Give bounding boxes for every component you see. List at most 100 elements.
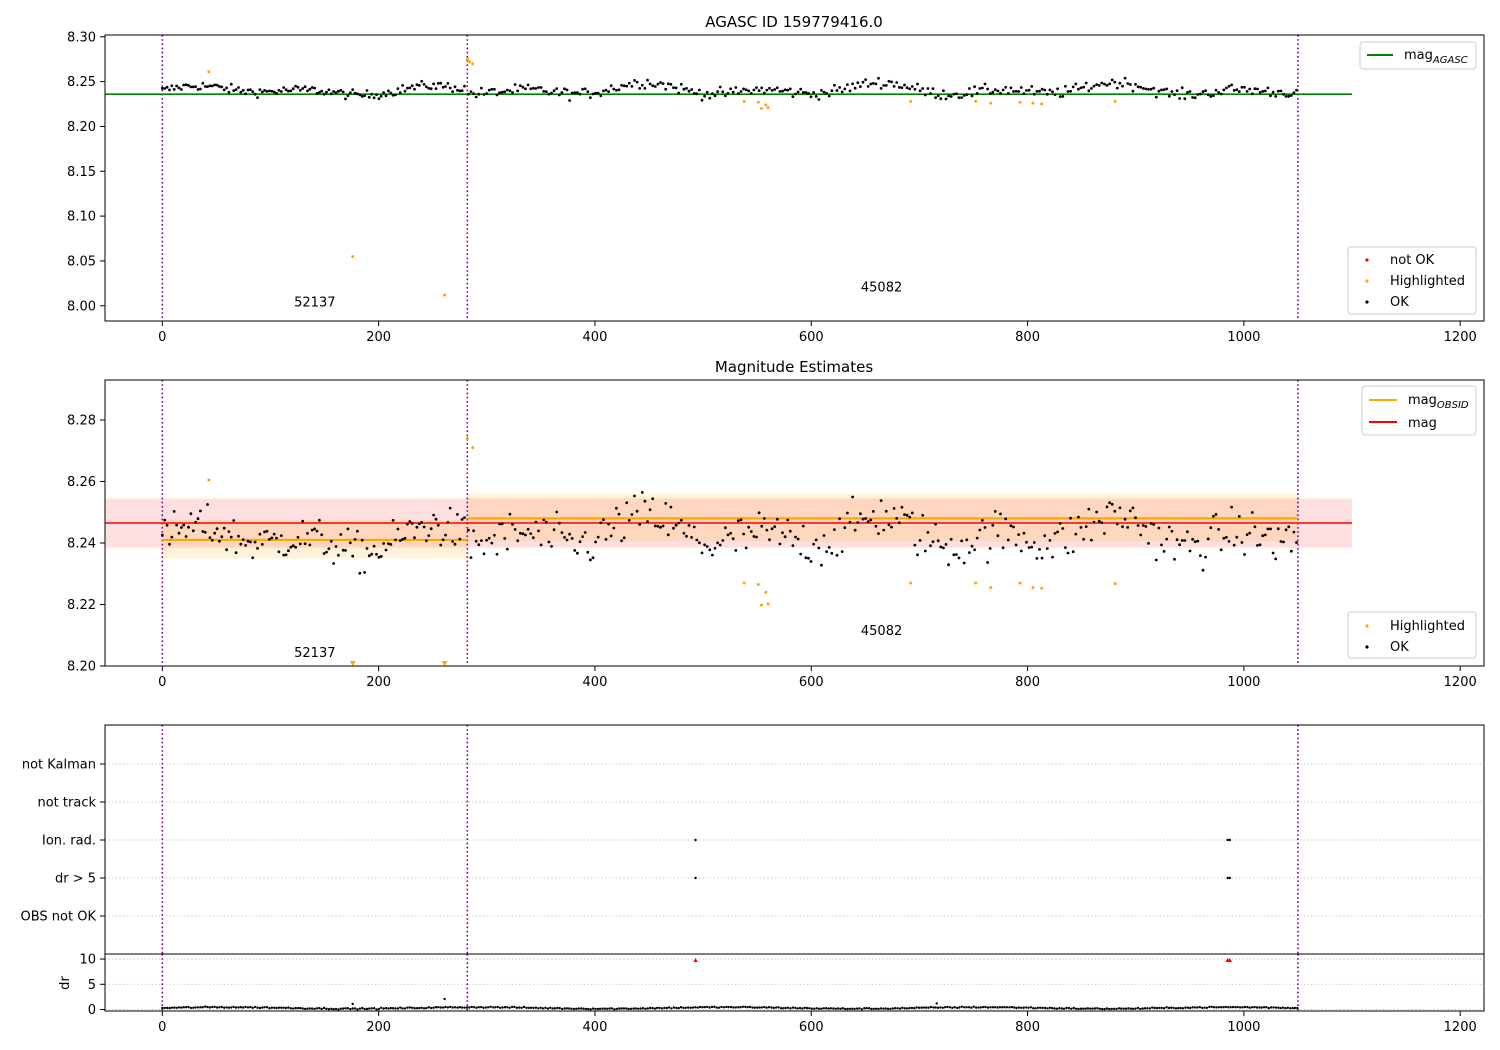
x-tick-label: 600 — [799, 1020, 824, 1035]
dr-point — [910, 1006, 914, 1010]
dr-point — [1146, 1007, 1149, 1010]
dr-point — [1165, 1006, 1168, 1009]
dr-point — [349, 1007, 352, 1011]
highlighted-point — [1040, 102, 1044, 106]
ok-point — [1245, 533, 1249, 536]
ok-point — [232, 89, 236, 92]
dr-point — [1155, 1006, 1159, 1010]
x-tick-label: 0 — [158, 1020, 166, 1035]
ok-point — [762, 517, 766, 520]
ok-point — [1014, 543, 1018, 547]
dr-point — [223, 1006, 226, 1009]
ok-point — [1279, 89, 1283, 93]
dr-point — [815, 1007, 818, 1010]
dr-point — [1046, 1007, 1049, 1010]
ok-point — [1043, 88, 1047, 92]
x-tick-label: 800 — [1015, 330, 1040, 345]
ok-point — [531, 536, 535, 540]
legend-not-ok-marker — [1365, 258, 1369, 262]
ok-point — [840, 550, 844, 553]
ok-point — [685, 87, 688, 90]
legend-highlighted-label: Highlighted — [1390, 619, 1465, 634]
ok-point — [695, 538, 699, 542]
ok-point — [550, 91, 553, 95]
ok-point — [1123, 76, 1127, 80]
legend-ok-marker — [1365, 300, 1369, 304]
y-tick-label: 8.24 — [67, 536, 96, 551]
ok-point — [1162, 550, 1166, 553]
ok-point — [921, 87, 925, 90]
dr-point — [189, 1006, 193, 1010]
dr-point — [361, 1006, 364, 1010]
ok-point — [1012, 90, 1015, 93]
ok-point — [249, 88, 252, 91]
ok-point — [833, 528, 836, 531]
dr-point — [1258, 1006, 1261, 1009]
dr-point — [422, 1007, 426, 1010]
ok-point — [1230, 505, 1233, 509]
ok-point — [1258, 543, 1262, 547]
ok-point — [934, 96, 937, 99]
dr-point — [644, 1007, 647, 1010]
ok-point — [583, 531, 587, 534]
dr-point — [475, 1006, 478, 1009]
ok-point — [962, 561, 966, 565]
dr-point — [777, 1006, 780, 1009]
ok-point — [661, 82, 665, 85]
ok-point — [760, 86, 764, 90]
ok-point — [801, 524, 805, 528]
dr-point — [877, 1007, 880, 1011]
ok-point — [957, 556, 961, 560]
dr-point — [246, 1006, 250, 1009]
ok-point — [859, 512, 862, 516]
dr-point — [1241, 1006, 1244, 1009]
flag-point — [694, 838, 697, 842]
ok-point — [415, 525, 419, 529]
dr-point — [1096, 1007, 1099, 1010]
ok-point — [332, 90, 335, 93]
ok-point — [1118, 81, 1122, 85]
ok-point — [599, 94, 603, 98]
dr-point — [694, 1006, 697, 1009]
dr-point — [234, 1006, 238, 1009]
ok-point — [210, 538, 214, 542]
obs-id-label: 52137 — [294, 646, 335, 661]
dr-point — [706, 1005, 709, 1009]
ok-point — [957, 96, 961, 99]
ok-point — [294, 84, 297, 88]
ok-point — [869, 518, 873, 522]
dr-point — [1274, 1006, 1278, 1009]
ok-point — [518, 84, 522, 87]
ok-point — [843, 526, 847, 530]
dr-point — [1112, 1007, 1116, 1010]
ok-point — [690, 536, 693, 539]
dr-point — [601, 1007, 604, 1010]
ok-point — [749, 92, 753, 95]
dr-point — [230, 1006, 233, 1009]
ok-point — [417, 84, 421, 87]
ok-point — [189, 512, 193, 516]
ok-point — [830, 89, 834, 93]
dr-point — [399, 1006, 402, 1009]
dr-point — [936, 1006, 940, 1009]
ok-point — [659, 81, 662, 84]
ok-point — [903, 513, 906, 516]
ok-point — [1193, 540, 1197, 544]
ok-point — [757, 89, 761, 92]
ok-point — [970, 94, 974, 98]
ok-point — [1248, 87, 1252, 91]
dr-point — [456, 1006, 459, 1009]
ok-point — [358, 93, 362, 97]
highlighted-point — [443, 293, 447, 297]
ok-point — [401, 84, 404, 87]
ok-point — [518, 531, 522, 535]
dr-point — [344, 1007, 347, 1010]
ok-point — [737, 92, 740, 95]
ok-point — [1274, 557, 1278, 561]
ok-point — [194, 85, 198, 88]
ok-point — [827, 94, 831, 98]
ok-point — [846, 511, 849, 515]
panel2-data-points — [160, 436, 1298, 666]
ok-point — [981, 519, 984, 522]
ok-point — [341, 548, 345, 552]
